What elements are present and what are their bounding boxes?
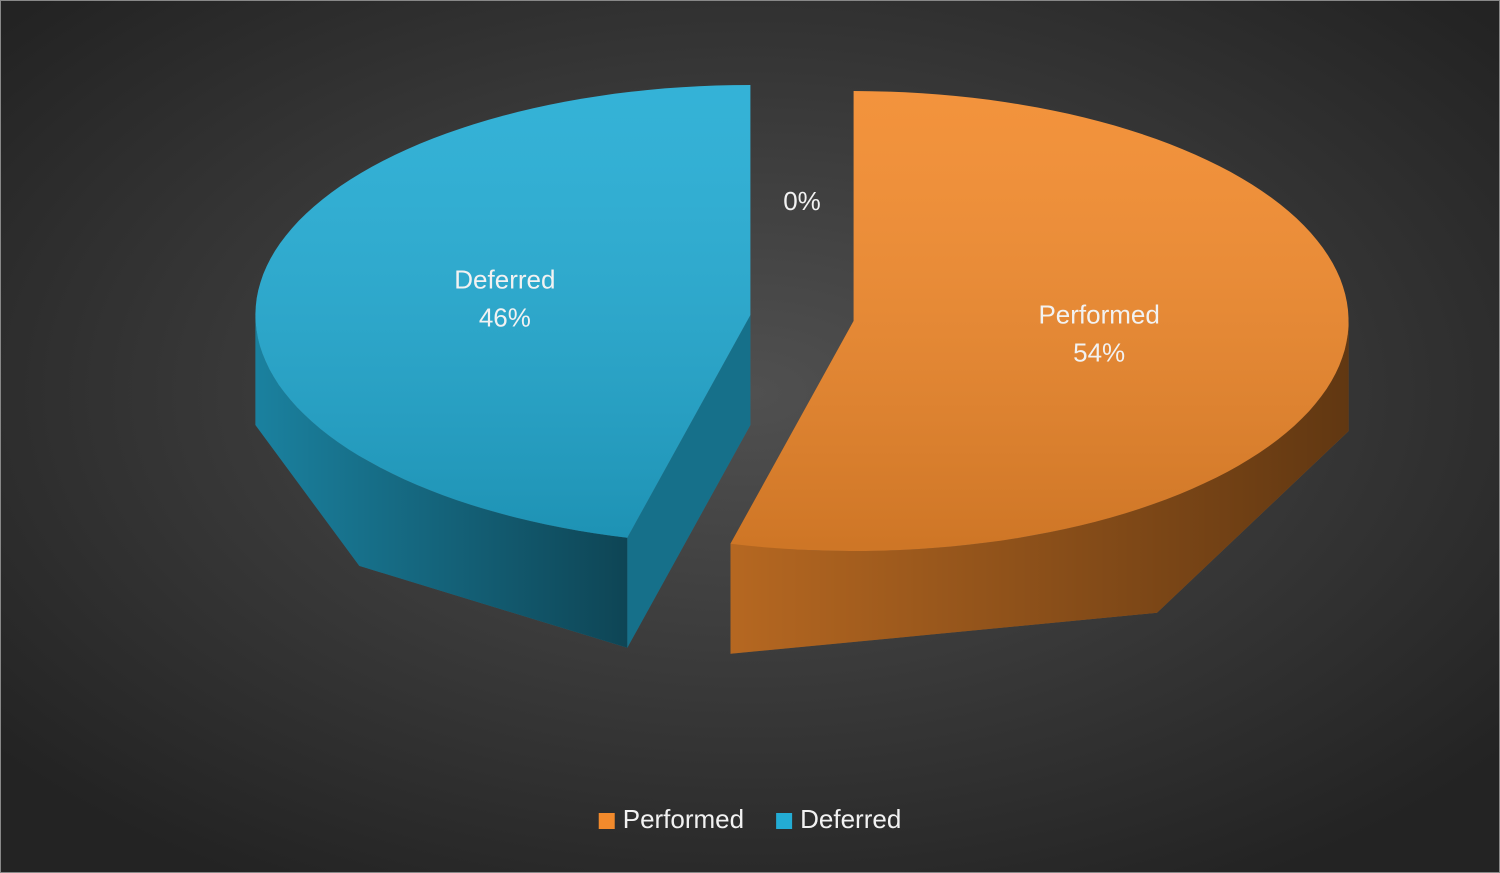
legend-label: Deferred [800,804,901,834]
legend: Performed Deferred [598,804,901,834]
slice-cut-face [627,314,751,648]
data-label-value: 54% [1073,337,1125,367]
slice-top-shade [730,91,1349,551]
legend-marker [598,813,615,829]
slice-side-shade [730,321,1349,654]
slice-cut-shade [627,314,751,648]
slice-top-shade [255,85,751,538]
data-label-value: 46% [479,302,531,332]
slice [255,85,751,648]
slice [730,91,1349,654]
slice-side-shade [255,315,628,648]
data-label-name: Performed [1038,299,1159,329]
data-label-name: Deferred [454,264,555,294]
legend-marker [776,813,793,829]
data-label-value: 0% [783,186,821,216]
legend-label: Performed [623,804,744,834]
